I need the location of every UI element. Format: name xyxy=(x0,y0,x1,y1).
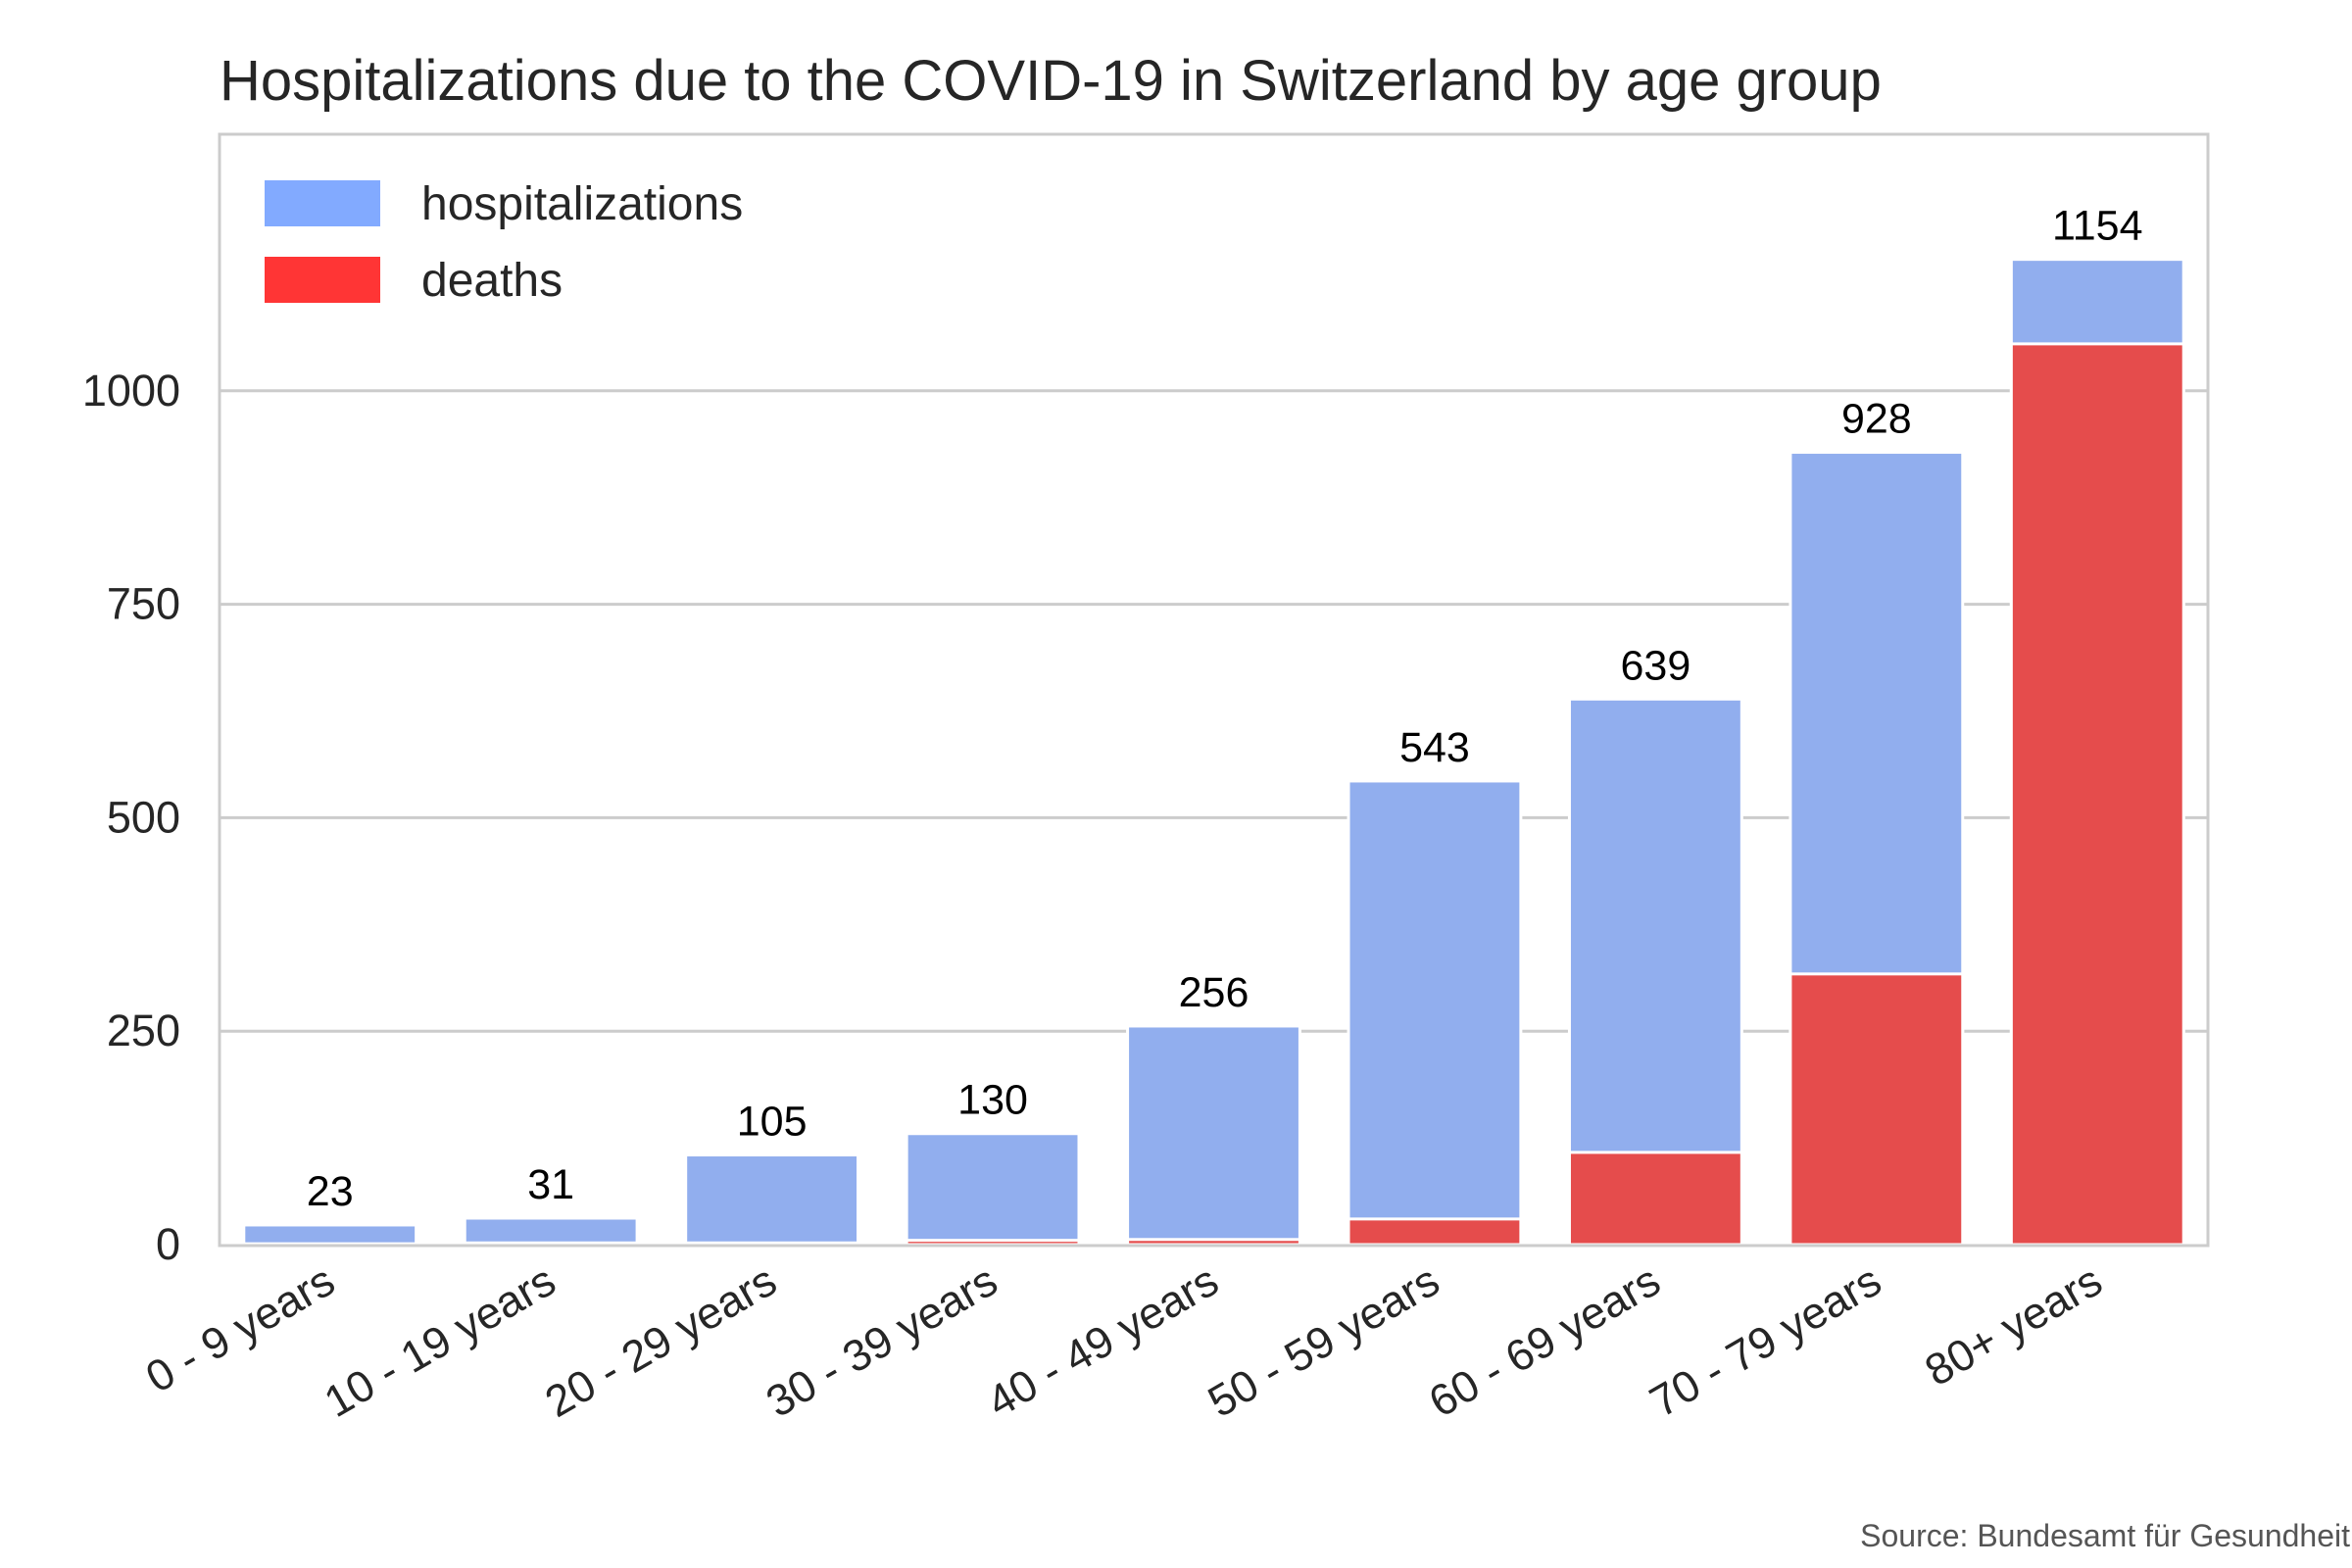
source-note: Source: Bundesamt für Gesundheit xyxy=(1860,1518,2350,1553)
x-tick-label: 0 - 9 years xyxy=(137,1254,343,1401)
x-tick-label: 10 - 19 years xyxy=(316,1254,564,1426)
y-tick-label: 0 xyxy=(156,1219,180,1269)
y-tick-label: 500 xyxy=(107,792,180,842)
bar-hospitalizations xyxy=(1347,779,1523,1247)
bar-data-label: 105 xyxy=(737,1099,808,1146)
legend-swatch-deaths xyxy=(265,257,380,303)
legend-swatch-hospitalizations xyxy=(265,180,380,226)
x-tick-label: 70 - 79 years xyxy=(1642,1254,1889,1426)
bar-deaths xyxy=(1788,972,1965,1247)
bar-hospitalizations xyxy=(242,1223,418,1247)
x-tick-label: 40 - 49 years xyxy=(979,1254,1227,1426)
x-tick-label: 60 - 69 years xyxy=(1420,1254,1668,1426)
bar-data-label: 23 xyxy=(307,1168,354,1215)
bar-data-label: 543 xyxy=(1399,724,1470,771)
chart-title: Hospitalizations due to the COVID-19 in … xyxy=(220,49,1882,113)
bar-data-label: 256 xyxy=(1179,969,1250,1016)
bar-deaths xyxy=(905,1239,1081,1247)
bar-deaths xyxy=(1567,1151,1743,1247)
legend-label-deaths: deaths xyxy=(421,255,563,307)
bar-deaths xyxy=(2009,342,2185,1247)
x-tick-label: 20 - 29 years xyxy=(537,1254,785,1426)
bar-hospitalizations xyxy=(1126,1024,1301,1247)
bar-hospitalizations xyxy=(905,1132,1081,1247)
bar-data-label: 1154 xyxy=(2052,203,2142,250)
bar-data-label: 928 xyxy=(1841,396,1912,443)
x-tick-label: 50 - 59 years xyxy=(1200,1254,1447,1426)
bar-data-label: 639 xyxy=(1621,642,1691,689)
legend: hospitalizations deaths xyxy=(265,178,743,307)
bar-data-label: 31 xyxy=(527,1161,574,1208)
y-tick-label: 250 xyxy=(107,1005,180,1055)
bar-labels: 23 31 105 130 256 543 639 928 1154 xyxy=(307,203,2143,1215)
bar-hospitalizations xyxy=(684,1153,860,1247)
x-tick-label: 80+ years xyxy=(1917,1254,2111,1396)
y-tick-label: 750 xyxy=(107,579,180,629)
plot-frame xyxy=(218,132,2210,1248)
bar-data-label: 130 xyxy=(957,1077,1028,1124)
bars xyxy=(242,258,2185,1247)
bar-deaths xyxy=(1126,1238,1301,1247)
y-tick-label: 1000 xyxy=(82,366,180,416)
x-tick-label: 30 - 39 years xyxy=(758,1254,1005,1426)
legend-label-hospitalizations: hospitalizations xyxy=(421,178,743,230)
bar-deaths xyxy=(1347,1217,1523,1247)
y-axis: 0 250 500 750 1000 xyxy=(82,366,180,1269)
bar-hospitalizations xyxy=(463,1216,639,1247)
